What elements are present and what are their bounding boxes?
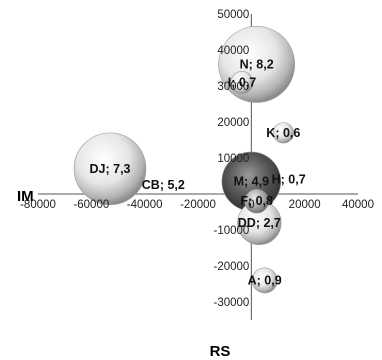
data-label-dd: DD; 2,7: [238, 216, 281, 230]
data-label-m: M; 4,9: [234, 174, 269, 188]
y-tick-label: 20000: [217, 117, 249, 129]
data-label-a: A; 0,9: [248, 273, 282, 287]
data-label-f: F; 0,8: [240, 194, 273, 208]
y-tick-label: -10000: [214, 225, 250, 237]
x-tick-label: 0: [248, 199, 254, 211]
x-tick-label: -20000: [180, 199, 216, 211]
y-axis-title: RS: [210, 343, 231, 360]
bubble-a: [251, 267, 278, 294]
y-tick-label: 40000: [217, 45, 249, 57]
x-tick-label: 40000: [342, 199, 374, 211]
bubble-f: [244, 189, 269, 214]
labels-layer: N; 8,2 I; 0,7 DJ; 7,3 CB; 5,2 M; 4,9 F; 0,8 H;…: [90, 57, 306, 287]
y-tick-label: 50000: [217, 9, 249, 21]
data-label-h: H; 0,7: [272, 173, 306, 187]
data-label-i: I; 0,7: [228, 75, 257, 89]
data-label-k: K; 0,6: [266, 126, 300, 140]
x-tick-label: 20000: [289, 199, 321, 211]
bubbles-layer: [73, 26, 296, 294]
data-label-dj: DJ; 7,3: [90, 162, 131, 176]
x-tick-label: -40000: [127, 199, 163, 211]
x-tick-label: -80000: [20, 199, 56, 211]
x-axis-title: IM: [17, 188, 34, 205]
data-label-n: N; 8,2: [240, 57, 274, 71]
y-tick-label: -20000: [214, 261, 250, 273]
y-tick-label: 10000: [217, 153, 249, 165]
x-tick-label: -60000: [73, 199, 109, 211]
bubble-i: [230, 70, 254, 94]
y-tick-label: 30000: [217, 81, 249, 93]
bubble-k: [272, 122, 294, 144]
ticks-layer: -80000 -60000 -40000 -20000 0 20000 40000 50000…: [20, 9, 374, 309]
bubble-dj: [73, 132, 147, 206]
data-label-cb: CB; 5,2: [142, 178, 185, 192]
y-tick-label: -30000: [214, 297, 250, 309]
